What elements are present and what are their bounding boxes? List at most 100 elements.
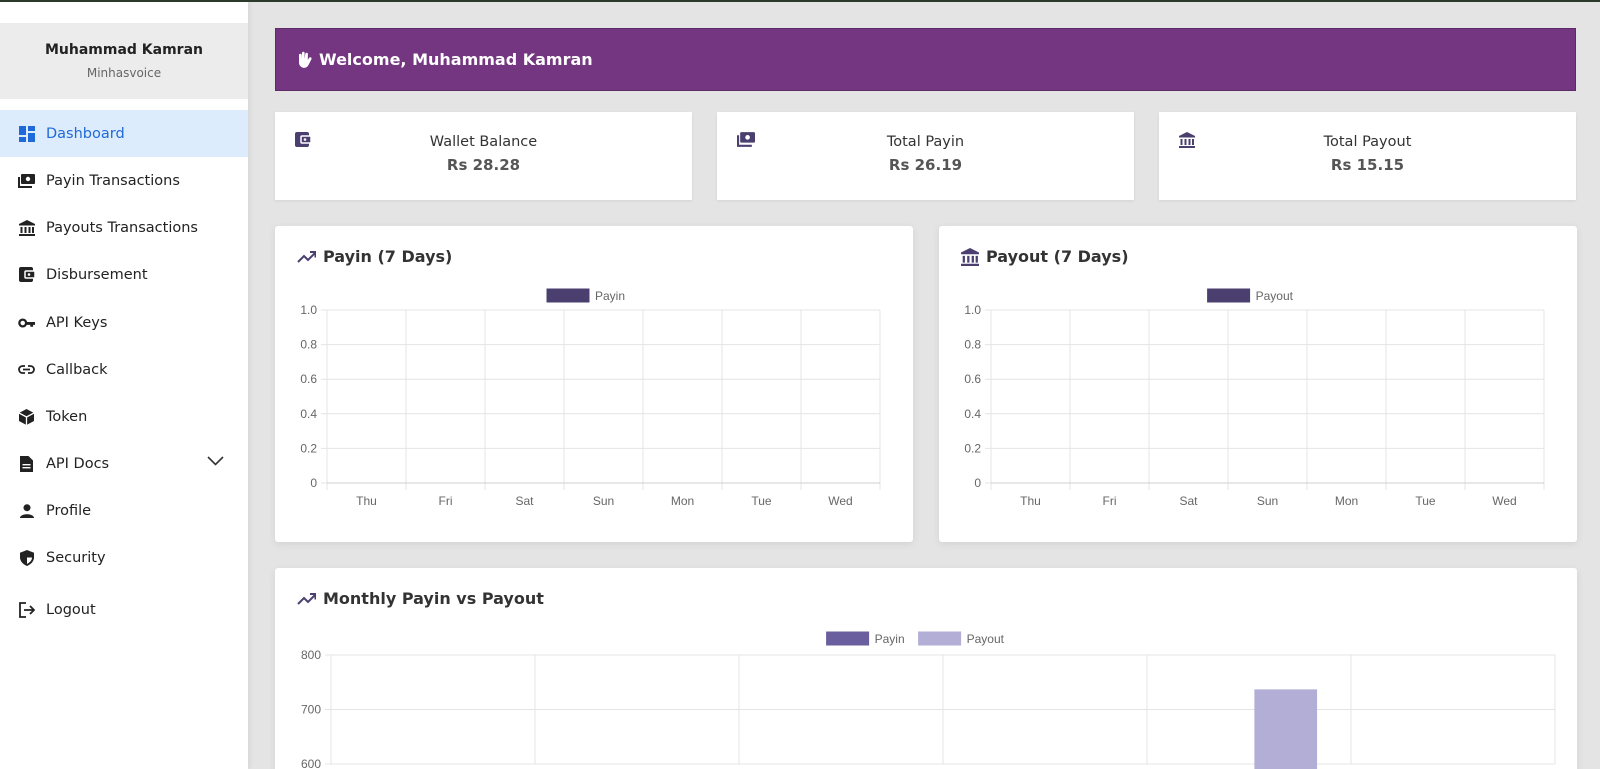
bar: [1254, 689, 1318, 769]
wallet-icon: [18, 266, 35, 283]
sidebar-item-callback[interactable]: Callback: [0, 346, 248, 393]
wallet-balance-card: Wallet Balance Rs 28.28: [275, 112, 692, 200]
money-icon: [18, 172, 35, 189]
y-tick-label: 700: [301, 703, 321, 717]
welcome-banner: Welcome, Muhammad Kamran: [275, 28, 1576, 91]
payin-7-days-chart: Payin 1.0 0.8 0.6 0.4 0.2 0 Thu Fri Sat Sun Mon Tue W…: [300, 288, 881, 508]
stat-value: Rs 26.19: [888, 156, 963, 174]
monthly-payin-vs-payout-card: Monthly Payin vs Payout Payin Payout 800 70…: [275, 568, 1577, 769]
x-tick-label: Tue: [751, 494, 772, 508]
monthly-payin-vs-payout-chart: Payin Payout 800 700 600: [301, 631, 1556, 769]
card-title-text: Monthly Payin vs Payout: [323, 589, 544, 608]
shield-icon: [18, 549, 35, 566]
sidebar-item-label: Profile: [46, 502, 92, 519]
user-name: Muhammad Kamran: [44, 42, 204, 58]
x-tick-label: Thu: [356, 494, 377, 508]
sidebar-item-api-docs[interactable]: API Docs: [0, 440, 248, 487]
sidebar-item-payouts-transactions[interactable]: Payouts Transactions: [0, 204, 248, 251]
card-title-text: Payin (7 Days): [323, 247, 453, 266]
sidebar-item-label: Payouts Transactions: [46, 219, 198, 236]
payout-7-days-card: Payout (7 Days) Payout 1.0 0.8 0.6 0.4 0.2 0 Th…: [939, 226, 1577, 542]
sidebar-item-disbursement[interactable]: Disbursement: [0, 251, 248, 298]
x-tick-label: Fri: [439, 494, 453, 508]
money-icon: [737, 132, 755, 152]
main-content: Welcome, Muhammad Kamran Wallet Balance …: [248, 2, 1600, 769]
stat-value: Rs 28.28: [446, 156, 521, 174]
stat-value: Rs 15.15: [1330, 156, 1405, 174]
legend-label: Payout: [1256, 289, 1294, 303]
y-tick-label: 800: [301, 648, 321, 662]
x-tick-label: Fri: [1103, 494, 1117, 508]
x-tick-label: Sat: [515, 494, 534, 508]
sidebar-item-dashboard[interactable]: Dashboard: [0, 110, 248, 157]
y-tick-label: 1.0: [300, 303, 317, 317]
welcome-text: Welcome, Muhammad Kamran: [319, 50, 593, 69]
y-tick-label: 0.8: [300, 338, 317, 352]
y-tick-label: 1.0: [964, 303, 981, 317]
card-title: Payout (7 Days): [961, 247, 1129, 266]
cube-icon: [18, 408, 35, 425]
document-icon: [18, 455, 35, 472]
x-tick-label: Sun: [1257, 494, 1278, 508]
x-tick-label: Mon: [1335, 494, 1358, 508]
stat-label: Wallet Balance: [429, 134, 538, 150]
key-icon: [18, 314, 35, 331]
sidebar-item-payin-transactions[interactable]: Payin Transactions: [0, 157, 248, 204]
bank-icon: [18, 219, 35, 236]
legend-label: Payout: [967, 632, 1005, 646]
sidebar-item-logout[interactable]: Logout: [0, 586, 248, 633]
x-tick-label: Tue: [1415, 494, 1436, 508]
sidebar-item-token[interactable]: Token: [0, 393, 248, 440]
sidebar-item-label: Logout: [46, 601, 96, 618]
sidebar-item-profile[interactable]: Profile: [0, 487, 248, 534]
wallet-icon: [295, 132, 312, 152]
bank-icon: [961, 247, 979, 266]
stat-label: Total Payin: [886, 134, 965, 150]
x-tick-label: Sun: [593, 494, 614, 508]
legend-swatch: [826, 631, 870, 646]
trending-up-icon: [297, 250, 316, 263]
sidebar-item-label: Dashboard: [46, 125, 125, 142]
y-tick-label: 0: [310, 476, 317, 490]
link-icon: [18, 361, 35, 378]
sidebar-item-label: API Docs: [46, 455, 110, 472]
sidebar-item-security[interactable]: Security: [0, 534, 248, 581]
y-tick-label: 0.6: [300, 372, 317, 386]
x-tick-label: Mon: [671, 494, 694, 508]
total-payin-card: Total Payin Rs 26.19: [717, 112, 1134, 200]
user-icon: [18, 502, 35, 519]
card-title-text: Payout (7 Days): [986, 247, 1129, 266]
logout-icon: [18, 601, 35, 618]
x-tick-label: Wed: [1492, 494, 1516, 508]
y-tick-label: 600: [301, 757, 321, 769]
bank-icon: [1179, 132, 1195, 153]
x-tick-label: Wed: [828, 494, 852, 508]
y-tick-label: 0.4: [964, 407, 981, 421]
sidebar: Muhammad Kamran Minhasvoice Dashboard Pa…: [0, 2, 248, 769]
x-tick-label: Thu: [1020, 494, 1041, 508]
y-tick-label: 0.2: [964, 441, 981, 455]
sidebar-item-label: API Keys: [46, 314, 108, 331]
y-tick-label: 0: [974, 476, 981, 490]
sidebar-item-label: Callback: [46, 361, 108, 378]
y-tick-label: 0.2: [300, 441, 317, 455]
window-top-border: [0, 0, 1600, 2]
sidebar-item-label: Payin Transactions: [46, 172, 180, 189]
sidebar-item-label: Disbursement: [46, 266, 148, 283]
sidebar-item-api-keys[interactable]: API Keys: [0, 299, 248, 346]
x-tick-label: Sat: [1179, 494, 1198, 508]
legend-swatch: [918, 631, 962, 646]
card-title: Payin (7 Days): [297, 247, 452, 266]
sidebar-item-label: Security: [46, 549, 106, 566]
trending-up-icon: [297, 592, 316, 605]
payin-7-days-card: Payin (7 Days) Payin 1.0 0.8 0.6 0.4 0.2 0 Thu F…: [275, 226, 913, 542]
legend-swatch: [1207, 288, 1251, 303]
user-profile-box: Muhammad Kamran Minhasvoice: [0, 23, 248, 99]
payout-7-days-chart: Payout 1.0 0.8 0.6 0.4 0.2 0 Thu Fri Sat Sun Mon Tue…: [964, 288, 1545, 508]
total-payout-card: Total Payout Rs 15.15: [1159, 112, 1576, 200]
card-title: Monthly Payin vs Payout: [297, 589, 544, 608]
user-subtitle: Minhasvoice: [86, 66, 162, 80]
legend-label: Payin: [595, 289, 625, 303]
chevron-down-icon[interactable]: [207, 454, 224, 470]
sidebar-item-label: Token: [46, 408, 88, 425]
